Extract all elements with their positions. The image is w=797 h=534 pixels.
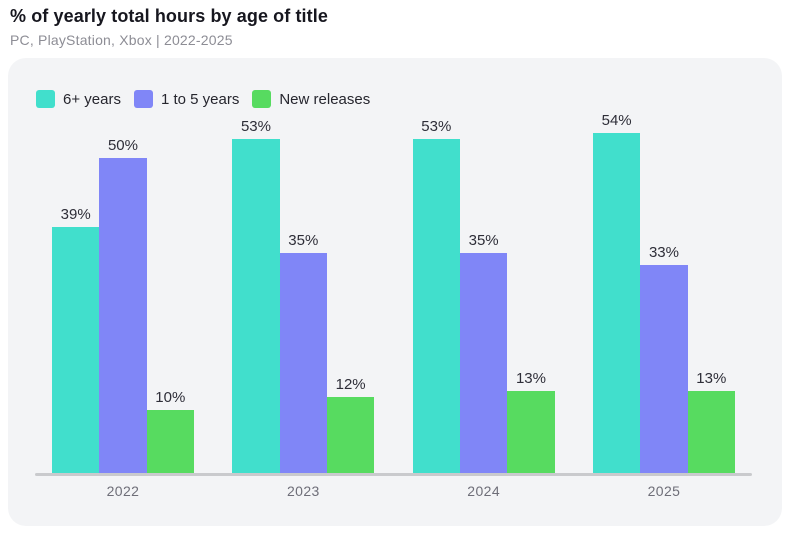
bar-value-label: 13% (515, 370, 546, 388)
bar-2025-6+-years (592, 132, 641, 473)
legend-item: New releases (252, 90, 370, 108)
bar-group-2022: 39% 50% 10% (52, 95, 194, 473)
x-axis-tick-label: 2025 (647, 483, 681, 499)
bar-column: 53% (232, 95, 280, 473)
bar-value-label: 53% (240, 118, 271, 136)
bar-column: 12% (326, 95, 375, 473)
bar-2024-6+-years (412, 139, 460, 473)
x-axis-tick-label: 2023 (286, 483, 320, 499)
bar-column: 13% (507, 95, 555, 473)
x-axis-tick-label: 2022 (106, 483, 140, 499)
bar-2022-new-releases (146, 410, 194, 473)
x-axis-labels: 2022 2023 2024 2025 (35, 483, 752, 499)
bar-2023-6+-years (232, 139, 280, 473)
bar-2024-new-releases (507, 391, 555, 473)
legend-label: New releases (279, 90, 371, 108)
chart-title: % of yearly total hours by age of title (10, 6, 328, 26)
bar-value-label: 35% (288, 231, 319, 249)
bar-column: 35% (459, 95, 508, 473)
plot-area: 39% 50% 10% 53% 35% 12% 53% 35% 13% 54% 33% 13% 202… (35, 95, 752, 499)
chart-subtitle: PC, PlayStation, Xbox | 2022-2025 (10, 32, 233, 48)
bar-2025-1-to-5-years (640, 265, 688, 473)
bar-value-label: 12% (335, 376, 366, 394)
bar-value-label: 33% (648, 244, 679, 262)
bar-value-label: 53% (421, 118, 452, 136)
bar-column: 35% (279, 95, 327, 473)
legend-item: 6+ years (36, 90, 121, 108)
bar-column: 33% (640, 95, 688, 473)
bar-column: 50% (99, 95, 147, 473)
chart-legend: 6+ years 1 to 5 years New releases (36, 90, 370, 108)
bar-group-2025: 54% 33% 13% (592, 95, 735, 473)
bar-value-label: 13% (696, 370, 727, 388)
bar-column: 39% (52, 95, 100, 473)
bar-2023-1-to-5-years (279, 252, 327, 473)
legend-label: 6+ years (63, 90, 121, 108)
legend-item: 1 to 5 years (133, 90, 240, 108)
bar-value-label: 35% (468, 231, 499, 249)
bar-2025-new-releases (687, 391, 735, 473)
legend-swatch-icon (133, 90, 153, 108)
legend-swatch-icon (36, 90, 55, 108)
bar-group-2024: 53% 35% 13% (412, 95, 555, 473)
bar-value-label: 50% (107, 137, 138, 154)
legend-label: 1 to 5 years (160, 90, 240, 108)
bar-2024-1-to-5-years (459, 252, 508, 473)
bar-value-label: 39% (60, 206, 91, 224)
x-axis-tick-label: 2024 (467, 483, 501, 499)
chart-panel: 6+ years 1 to 5 years New releases 39% 50% 1… (8, 58, 782, 526)
x-axis-line (35, 473, 752, 476)
bar-column: 54% (592, 95, 641, 473)
bar-group-2023: 53% 35% 12% (232, 95, 375, 473)
bar-column: 13% (687, 95, 735, 473)
chart-header: % of yearly total hours by age of title … (10, 6, 328, 48)
bar-column: 53% (412, 95, 460, 473)
bar-column: 10% (146, 95, 194, 473)
bar-2023-new-releases (326, 397, 375, 473)
bar-2022-1-to-5-years (99, 158, 147, 473)
bar-2022-6+-years (52, 227, 100, 473)
bar-value-label: 54% (601, 111, 632, 129)
bar-value-label: 10% (155, 389, 186, 406)
bars-container: 39% 50% 10% 53% 35% 12% 53% 35% 13% 54% 33% 13% (35, 95, 752, 473)
legend-swatch-icon (252, 90, 272, 108)
